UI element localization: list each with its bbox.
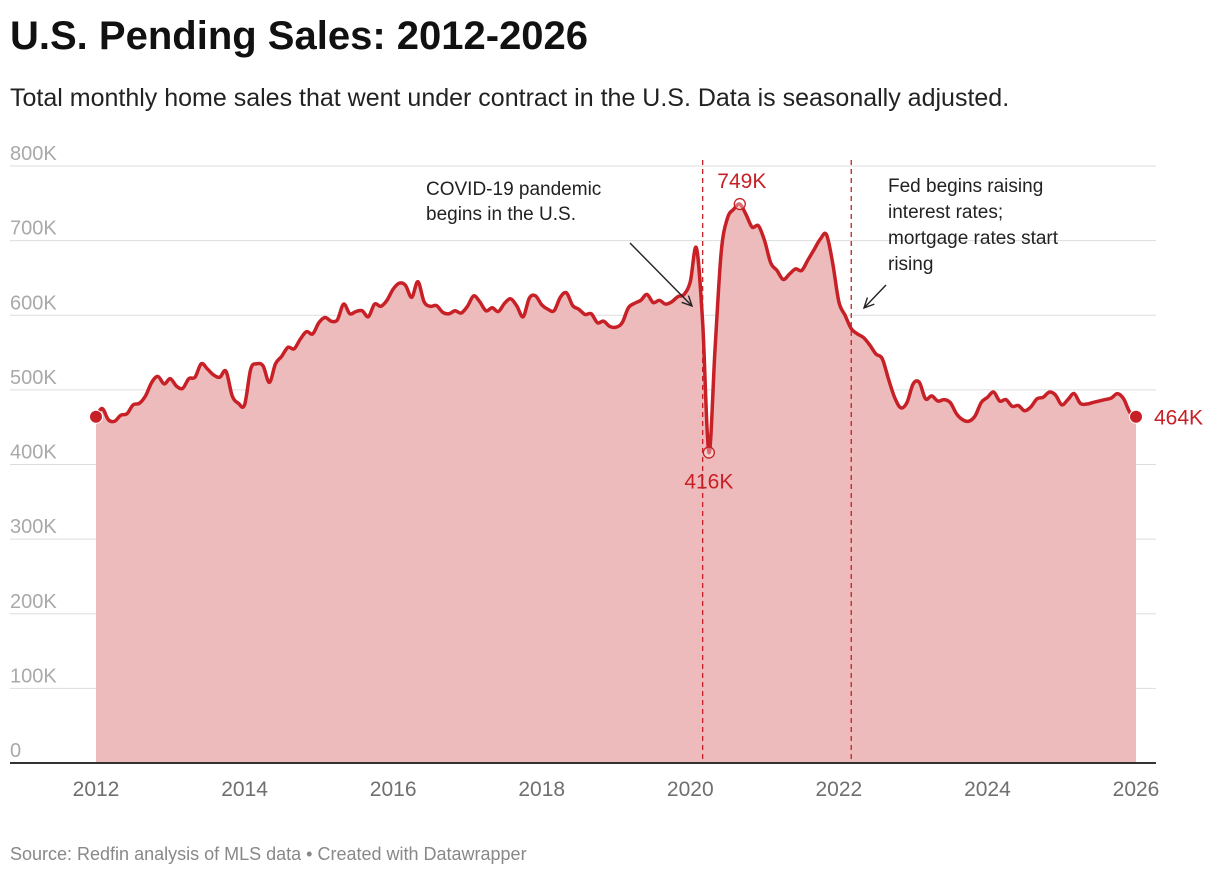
x-tick-label-2026: 2026 — [1113, 778, 1160, 801]
annotation-2-line-3: mortgage rates start — [888, 228, 1059, 249]
y-tick-label-700k: 700K — [10, 218, 57, 240]
x-axis-tick-labels: 2012 2014 2016 2018 2020 2022 2024 2026 — [73, 778, 1160, 801]
series-line — [94, 202, 1138, 455]
annotations: COVID-19 pandemic begins in the U.S. Fed b… — [426, 176, 1059, 310]
highlight-point-2 — [702, 446, 716, 459]
x-tick-label-2012: 2012 — [73, 778, 120, 801]
reference-lines — [702, 160, 852, 763]
data-label-416k: 416K — [684, 471, 733, 494]
x-tick-label-2016: 2016 — [370, 778, 417, 801]
series-area — [96, 203, 1136, 763]
data-label-749k: 749K — [717, 170, 766, 193]
y-tick-label-300k: 300K — [10, 516, 57, 538]
annotation-2-arrow — [863, 284, 887, 309]
area-fill-layer — [96, 203, 1136, 763]
x-tick-label-2022: 2022 — [815, 778, 862, 801]
highlight-points: 416K 749K 464K — [89, 170, 1203, 494]
y-tick-label-800k: 800K — [10, 143, 57, 165]
y-axis-tick-labels: 0 100K 200K 300K 400K 500K 600K 700K 800K — [10, 143, 57, 762]
chart-subtitle: Total monthly home sales that went under… — [10, 84, 1010, 112]
annotation-1-arrowhead — [681, 295, 694, 308]
x-tick-label-2020: 2020 — [667, 778, 714, 801]
highlight-point-3 — [733, 197, 746, 211]
y-tick-label-200k: 200K — [10, 591, 57, 613]
y-tick-label-400k: 400K — [10, 442, 57, 464]
y-tick-label-500k: 500K — [10, 367, 57, 389]
annotation-1-arrow — [629, 242, 693, 307]
annotation-2-line-1: Fed begins raising — [888, 176, 1043, 197]
annotation-1-line-2: begins in the U.S. — [426, 204, 576, 225]
x-tick-label-2018: 2018 — [518, 778, 565, 801]
series-line-layer — [94, 202, 1138, 455]
data-label-464k: 464K — [1154, 407, 1203, 430]
y-tick-label-0: 0 — [10, 740, 21, 762]
y-tick-label-600k: 600K — [10, 292, 57, 314]
highlight-point-4 — [1129, 409, 1143, 424]
y-tick-label-100k: 100K — [10, 665, 57, 687]
x-tick-label-2024: 2024 — [964, 778, 1011, 801]
source-note: Source: Redfin analysis of MLS data • Cr… — [10, 844, 527, 864]
x-tick-label-2014: 2014 — [221, 778, 268, 801]
annotation-2-line-2: interest rates; — [888, 202, 1003, 223]
chart-title: U.S. Pending Sales: 2012-2026 — [10, 14, 589, 58]
annotation-1-line-1: COVID-19 pandemic — [426, 179, 601, 200]
highlight-point-1 — [89, 409, 103, 424]
annotation-2-arrowhead — [862, 297, 875, 310]
annotation-2-line-4: rising — [888, 254, 933, 275]
